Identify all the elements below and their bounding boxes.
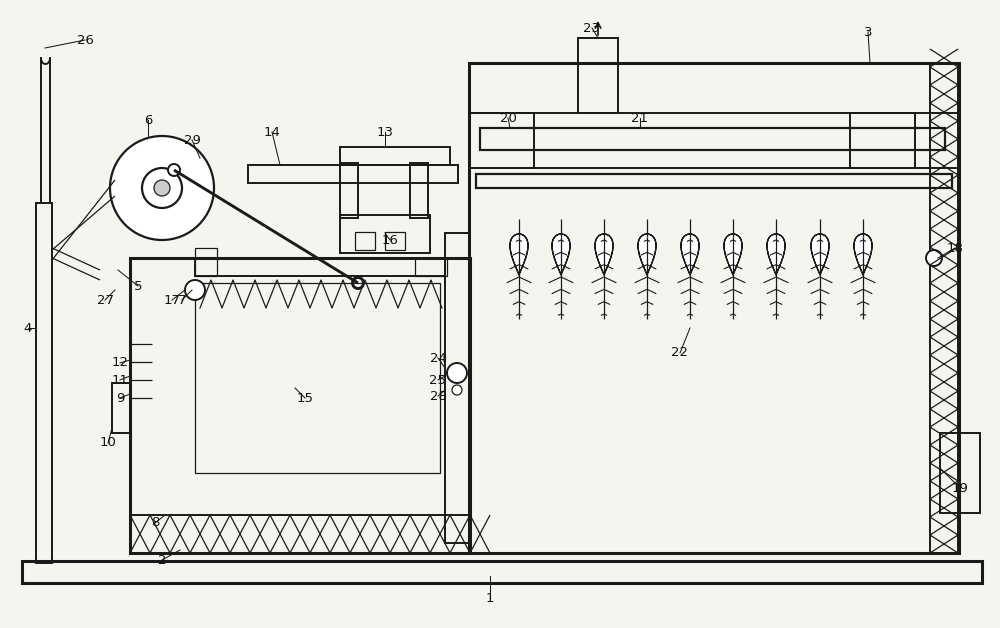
- Text: 28: 28: [430, 389, 446, 403]
- Text: 5: 5: [134, 279, 142, 293]
- Polygon shape: [767, 234, 785, 274]
- Text: 21: 21: [632, 112, 648, 124]
- Bar: [578, 38, 618, 113]
- Text: 11: 11: [112, 374, 128, 386]
- Bar: [195, 283, 440, 473]
- Text: 10: 10: [100, 436, 116, 450]
- Circle shape: [447, 363, 467, 383]
- Circle shape: [142, 168, 182, 208]
- Polygon shape: [681, 234, 699, 274]
- Bar: [340, 215, 430, 253]
- Text: 2: 2: [158, 553, 166, 566]
- Text: 4: 4: [24, 322, 32, 335]
- Bar: [410, 163, 428, 218]
- Bar: [480, 128, 945, 150]
- Circle shape: [352, 277, 364, 289]
- Text: 20: 20: [500, 112, 516, 124]
- Polygon shape: [811, 234, 829, 274]
- Circle shape: [154, 180, 170, 196]
- Bar: [385, 232, 405, 250]
- Text: 3: 3: [864, 26, 872, 38]
- Bar: [355, 232, 375, 250]
- Text: 13: 13: [376, 126, 394, 139]
- Text: 9: 9: [116, 391, 124, 404]
- Bar: [340, 147, 450, 165]
- Text: 29: 29: [184, 134, 200, 146]
- Text: 24: 24: [430, 352, 446, 364]
- Text: 15: 15: [296, 391, 314, 404]
- Polygon shape: [854, 234, 872, 274]
- Bar: [415, 258, 447, 276]
- Bar: [112, 383, 130, 433]
- Text: 14: 14: [264, 126, 280, 139]
- Text: 8: 8: [151, 516, 159, 529]
- Bar: [476, 174, 952, 188]
- Text: 23: 23: [584, 21, 600, 35]
- Text: 12: 12: [112, 357, 128, 369]
- Circle shape: [452, 385, 462, 395]
- Text: 22: 22: [672, 347, 688, 359]
- Polygon shape: [552, 234, 570, 274]
- Polygon shape: [595, 234, 613, 274]
- Circle shape: [168, 164, 180, 176]
- Text: 6: 6: [144, 114, 152, 126]
- Polygon shape: [510, 234, 528, 274]
- Bar: [130, 258, 470, 553]
- Bar: [930, 63, 958, 553]
- Circle shape: [185, 280, 205, 300]
- Text: 1: 1: [486, 592, 494, 605]
- Text: 7: 7: [178, 293, 186, 306]
- Bar: [469, 113, 959, 168]
- Text: 18: 18: [947, 242, 963, 254]
- Text: 25: 25: [430, 374, 446, 386]
- Text: 26: 26: [77, 33, 93, 46]
- Bar: [940, 433, 980, 513]
- Bar: [445, 233, 469, 543]
- Text: 19: 19: [952, 482, 968, 494]
- Bar: [340, 163, 358, 218]
- Text: 27: 27: [96, 293, 114, 306]
- Bar: [195, 248, 217, 276]
- Text: 17: 17: [164, 293, 180, 306]
- Bar: [130, 515, 470, 553]
- Bar: [469, 113, 534, 168]
- Bar: [850, 113, 915, 168]
- Bar: [22, 561, 982, 583]
- Circle shape: [353, 278, 363, 288]
- Circle shape: [926, 250, 942, 266]
- Bar: [195, 258, 445, 276]
- Bar: [248, 165, 458, 183]
- Bar: [469, 63, 959, 553]
- Text: 16: 16: [382, 234, 398, 247]
- Circle shape: [110, 136, 214, 240]
- Bar: [36, 203, 52, 563]
- Polygon shape: [724, 234, 742, 274]
- Polygon shape: [638, 234, 656, 274]
